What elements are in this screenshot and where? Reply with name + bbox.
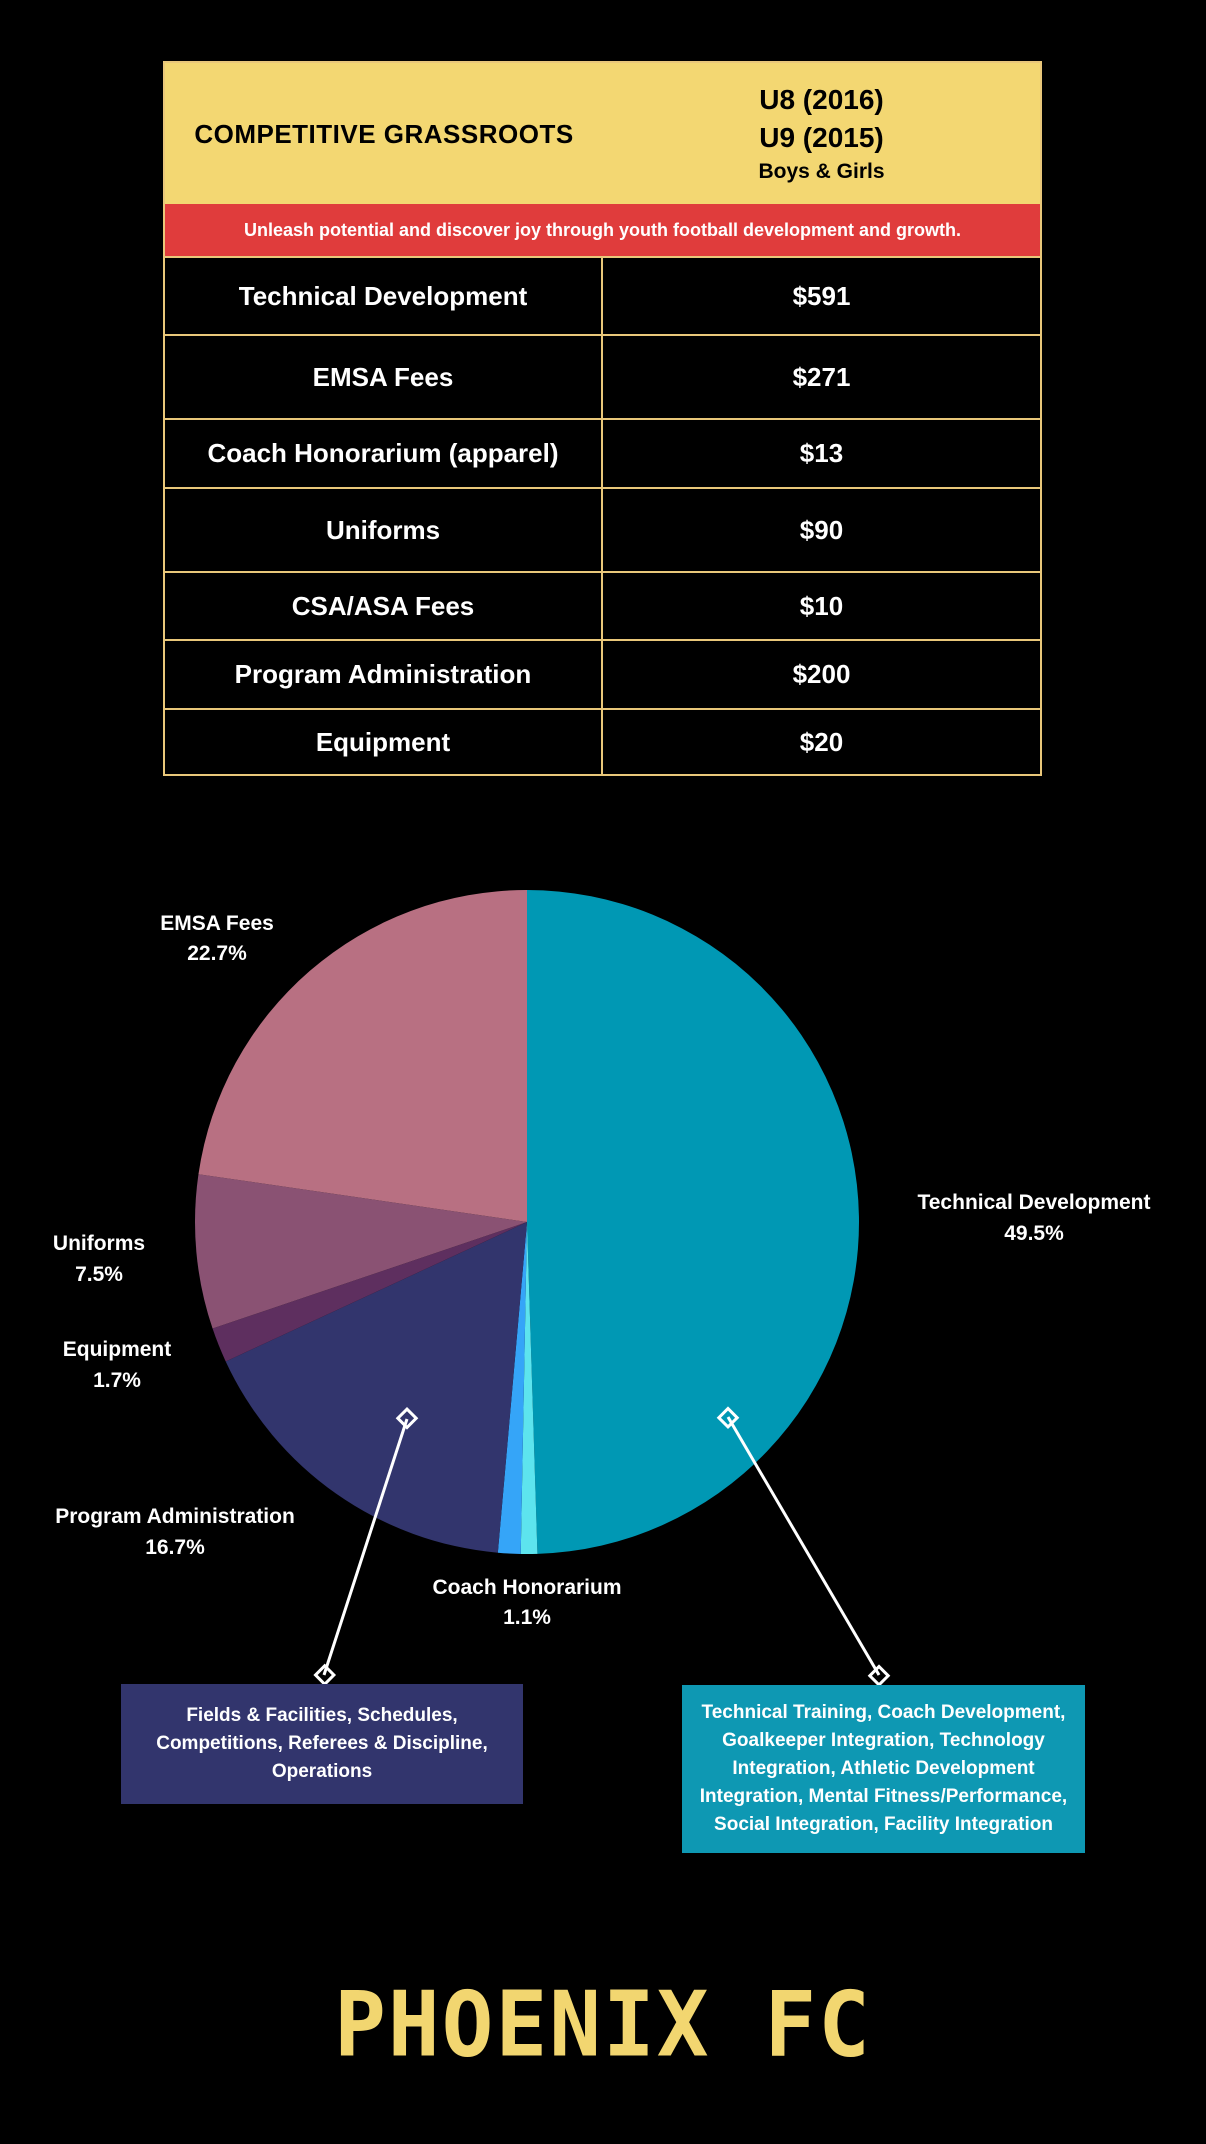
table-row: Coach Honorarium (apparel) $13 <box>165 420 1040 489</box>
table-header: COMPETITIVE GRASSROOTS U8 (2016) U9 (201… <box>165 63 1040 204</box>
tech-leader-end-marker <box>867 1664 891 1688</box>
age-u8: U8 (2016) <box>759 83 884 115</box>
label-emsa-fees-name: EMSA Fees <box>160 912 274 935</box>
admin-callout-box: Fields & Facilities, Schedules, Competit… <box>121 1684 523 1804</box>
tech-callout-box: Technical Training, Coach Development, G… <box>682 1685 1085 1853</box>
label-equipment-name: Equipment <box>63 1338 172 1361</box>
table-row: Technical Development $591 <box>165 258 1040 336</box>
label-technical-development-pct: 49.5% <box>1004 1222 1064 1245</box>
table-row: Program Administration $200 <box>165 641 1040 710</box>
pie-chart: Technical Development 49.5% Coach Honora… <box>53 890 1151 1688</box>
table-row: CSA/ASA Fees $10 <box>165 573 1040 641</box>
gender-label: Boys & Girls <box>758 159 885 183</box>
pie-slice-emsa-fees <box>198 890 527 1222</box>
label-uniforms-name: Uniforms <box>53 1232 145 1255</box>
fee-name: Uniforms <box>165 489 603 571</box>
fee-amount: $271 <box>792 361 851 392</box>
table-row: Equipment $20 <box>165 710 1040 774</box>
fee-table: COMPETITIVE GRASSROOTS U8 (2016) U9 (201… <box>163 61 1042 776</box>
label-program-administration-pct: 16.7% <box>145 1536 205 1559</box>
pie-slices <box>195 890 859 1554</box>
fee-amount: $200 <box>792 659 851 689</box>
pie-slice-coach-honorarium <box>497 1222 527 1554</box>
table-row: Uniforms $90 <box>165 489 1040 573</box>
fee-name: Equipment <box>165 710 603 774</box>
fee-amount: $90 <box>799 514 844 545</box>
admin-leader-end-marker <box>313 1663 337 1687</box>
tagline: Unleash potential and discover joy throu… <box>165 204 1040 258</box>
pie-labels: Technical Development 49.5% Coach Honora… <box>53 912 1151 1629</box>
label-equipment-pct: 1.7% <box>93 1369 141 1392</box>
label-coach-honorarium-pct: 1.1% <box>503 1606 551 1629</box>
age-groups: U8 (2016) U9 (2015) Boys & Girls <box>603 63 1040 204</box>
label-program-administration-name: Program Administration <box>55 1505 295 1528</box>
label-technical-development-name: Technical Development <box>917 1191 1150 1214</box>
tech-leader-line <box>726 1416 881 1676</box>
brand-logo: PHOENIX FC <box>334 1972 872 2078</box>
pie-slice-csa-asa-fees <box>520 1222 538 1554</box>
fee-amount: $10 <box>799 590 844 621</box>
pie-slice-technical-development <box>527 890 859 1554</box>
admin-leader-line <box>322 1418 409 1676</box>
fee-amount: $20 <box>799 726 844 757</box>
callout-leaders <box>313 1406 891 1688</box>
fee-name: EMSA Fees <box>165 336 603 418</box>
admin-leader-start-marker <box>395 1406 419 1430</box>
label-coach-honorarium-name: Coach Honorarium <box>432 1576 621 1599</box>
pie-slice-equipment <box>212 1222 528 1362</box>
table-row: EMSA Fees $271 <box>165 336 1040 420</box>
pie-slice-uniforms <box>195 1174 528 1329</box>
label-uniforms-pct: 7.5% <box>75 1263 123 1286</box>
fee-name: Coach Honorarium (apparel) <box>165 420 603 487</box>
fee-amount: $13 <box>799 438 844 468</box>
fee-name: Program Administration <box>165 641 603 708</box>
program-title: COMPETITIVE GRASSROOTS <box>194 118 574 149</box>
fee-name: CSA/ASA Fees <box>165 573 603 639</box>
pie-slice-program-administration <box>225 1222 528 1553</box>
age-u9: U9 (2015) <box>759 121 884 153</box>
fee-amount: $591 <box>792 280 851 311</box>
label-emsa-fees-pct: 22.7% <box>187 942 247 965</box>
tech-leader-start-marker <box>716 1406 740 1430</box>
fee-name: Technical Development <box>165 258 603 334</box>
